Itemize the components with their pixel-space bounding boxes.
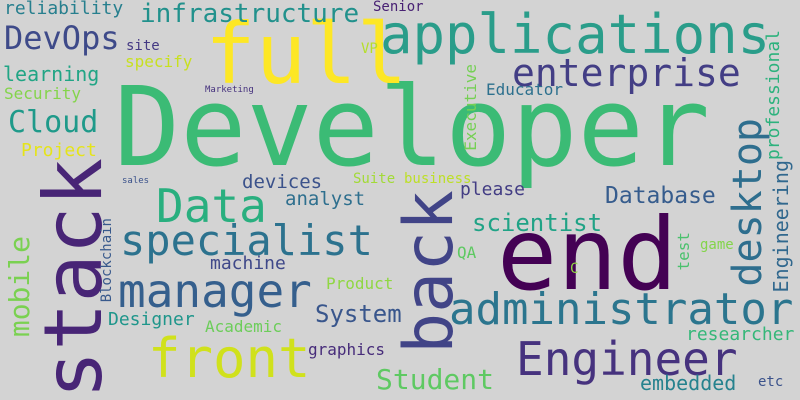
word-graphics: graphics <box>308 340 386 359</box>
word-scientist: scientist <box>472 209 603 237</box>
word-machine: machine <box>210 253 286 274</box>
word-etc: etc <box>758 374 784 390</box>
word-specify: specify <box>125 52 193 71</box>
word-designer: Designer <box>108 309 195 330</box>
word-suite: Suite <box>353 171 396 187</box>
word-blockchain: Blockchain <box>99 218 115 303</box>
word-developer: Developer <box>114 63 711 191</box>
word-security: Security <box>4 84 82 103</box>
word-devops: DevOps <box>4 19 120 57</box>
word-vp: VP <box>361 41 378 57</box>
word-reliability: reliability <box>4 0 124 19</box>
word-front: front <box>148 327 311 390</box>
word-student: Student <box>376 363 495 396</box>
word-product: Product <box>326 274 394 293</box>
word-professional: professional <box>763 30 784 161</box>
word-specialist: specialist <box>120 216 373 265</box>
word-game: game <box>700 237 734 253</box>
word-educator: Educator <box>486 80 564 99</box>
word-manager: manager <box>118 264 312 318</box>
word-engineer: Engineer <box>516 332 738 386</box>
word-researcher: researcher <box>686 324 795 345</box>
word-desktop: desktop <box>725 118 771 287</box>
word-applications: applications <box>380 3 771 66</box>
word-qa: QA <box>457 243 477 262</box>
word-data: Data <box>156 179 267 233</box>
word-business: business <box>404 171 472 187</box>
word-test: test <box>674 232 693 271</box>
word-project: Project <box>21 140 97 161</box>
word-administrator: administrator <box>449 284 794 335</box>
word-database: Database <box>605 183 716 209</box>
word-end: end <box>497 196 678 313</box>
word-executive: Executive <box>461 64 480 151</box>
word-academic: Academic <box>205 317 283 336</box>
word-full: full <box>205 5 408 103</box>
word-analyst: analyst <box>285 188 366 210</box>
word-engineering: Engineering <box>769 160 793 293</box>
word-system: System <box>315 300 402 328</box>
word-please: please <box>460 179 526 200</box>
word-sales: sales <box>122 176 150 186</box>
word-mobile: mobile <box>3 236 36 338</box>
word-infrastructure: infrastructure <box>140 0 360 29</box>
word-learning: learning <box>3 62 100 86</box>
word-enterprise: enterprise <box>512 51 741 95</box>
word-c: C <box>570 261 579 277</box>
word-site: site <box>126 38 160 54</box>
word-cloud: Cloud <box>8 105 99 140</box>
word-devices: devices <box>242 171 323 193</box>
word-embedded: embedded <box>640 371 737 395</box>
word-senior: Senior <box>373 0 424 15</box>
word-marketing: Marketing <box>205 85 254 95</box>
